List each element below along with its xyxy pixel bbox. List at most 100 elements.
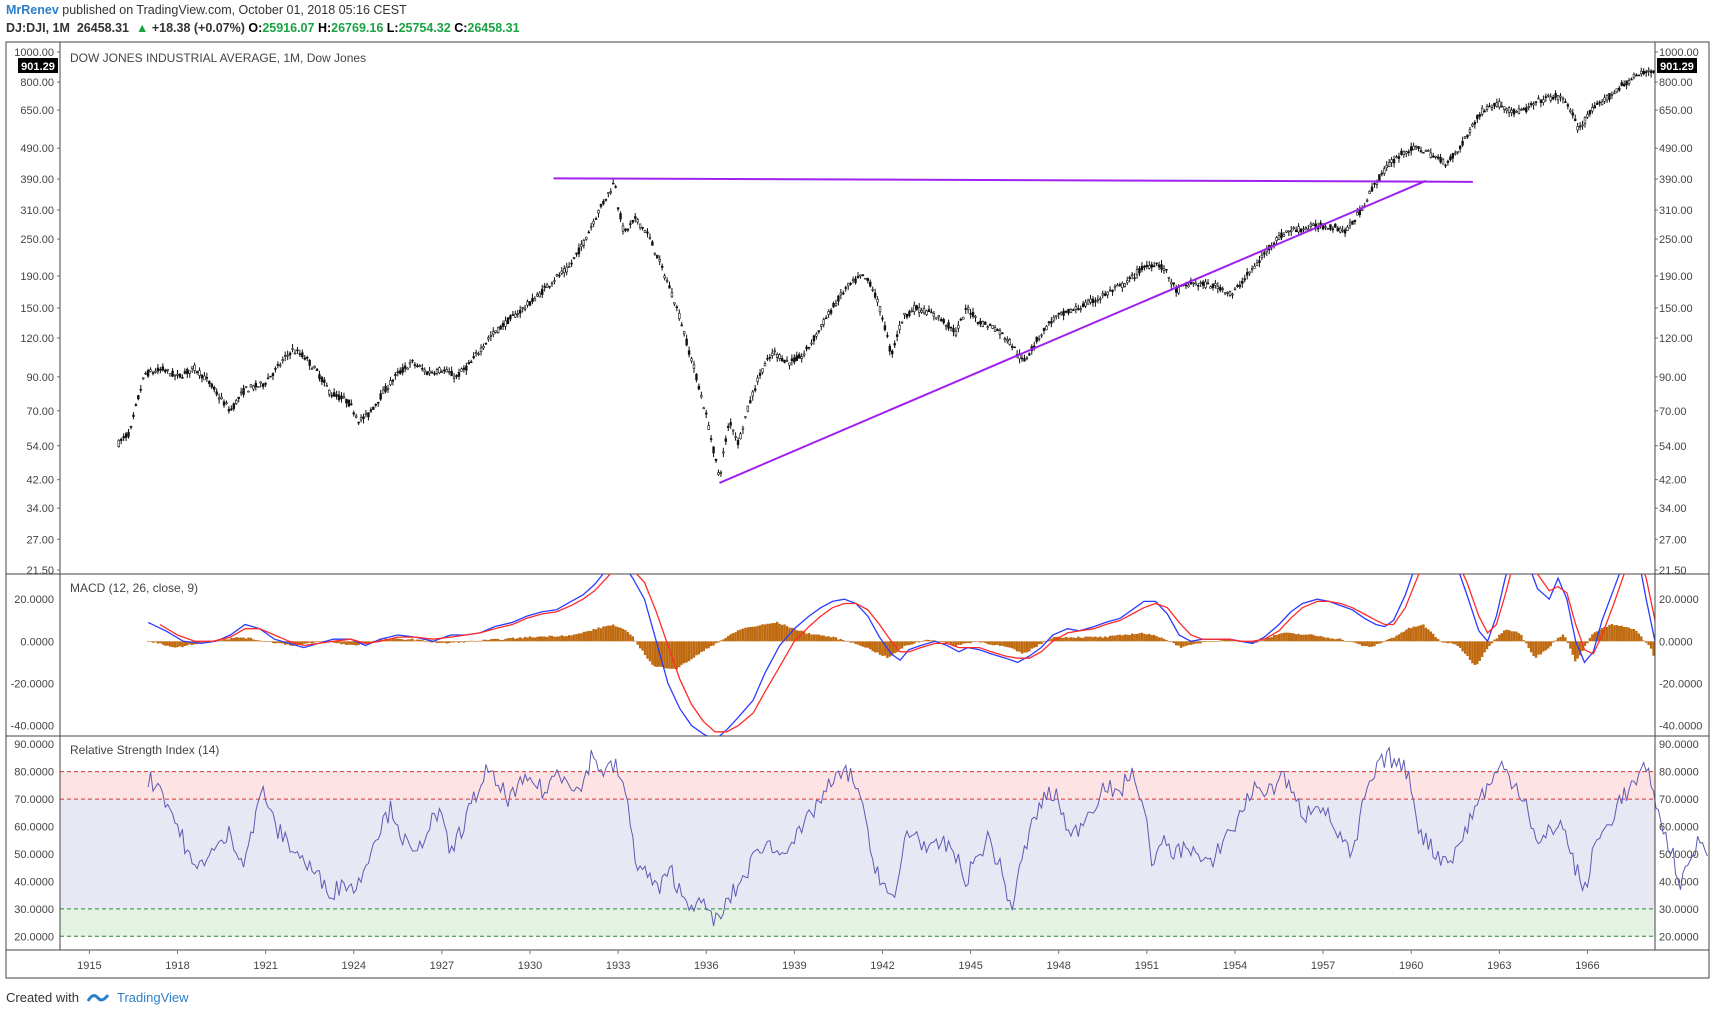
tradingview-brand[interactable]: TradingView	[116, 990, 189, 1005]
macd-histogram-bar	[274, 641, 277, 644]
candle-body	[1574, 118, 1577, 122]
macd-histogram-bar	[1432, 633, 1435, 642]
candle-body	[1652, 70, 1655, 73]
candle-body	[1392, 159, 1396, 164]
macd-histogram-bar	[1458, 641, 1462, 648]
candle-body	[1542, 99, 1545, 103]
macd-histogram-bar	[660, 641, 664, 667]
macd-histogram-bar	[1598, 629, 1601, 642]
candle-body	[746, 405, 750, 412]
candle-body	[1461, 140, 1464, 146]
candle-body	[660, 265, 664, 268]
candle-body	[563, 268, 566, 274]
macd-histogram-bar	[1444, 641, 1447, 643]
candle-body	[714, 458, 718, 461]
macd-histogram-bar	[1035, 641, 1038, 647]
macd-histogram-bar	[1260, 640, 1264, 642]
candle-body	[834, 302, 838, 306]
candle-body	[193, 364, 196, 371]
candle-body	[842, 292, 845, 295]
macd-histogram-bar	[871, 641, 874, 652]
rsi-axis-right-label: 50.0000	[1659, 849, 1699, 861]
macd-histogram-bar	[587, 630, 590, 642]
candle-body	[470, 361, 473, 364]
macd-histogram-bar	[1627, 627, 1631, 642]
time-axis-label: 1939	[782, 960, 806, 972]
macd-histogram-bar	[247, 637, 250, 642]
candle-body	[377, 401, 380, 404]
macd-histogram-bar	[565, 636, 568, 642]
macd-histogram-bar	[724, 637, 728, 642]
macd-axis-right-label: 20.0000	[1659, 594, 1699, 606]
candle-body	[428, 370, 431, 374]
macd-histogram-bar	[1150, 635, 1153, 642]
rsi-axis-left-label: 70.0000	[14, 794, 54, 806]
candle-body	[332, 392, 336, 397]
macd-histogram-bar	[988, 641, 992, 645]
candle-body	[264, 383, 267, 385]
symbol-label: DJ:DJI, 1M	[6, 21, 70, 35]
candle-body	[1150, 264, 1153, 268]
price-axis-right-label: 21.50	[1659, 565, 1687, 577]
macd-histogram-bar	[717, 641, 720, 643]
candle-body	[276, 364, 280, 366]
candle-body	[749, 400, 752, 404]
macd-histogram-bar	[736, 630, 740, 642]
macd-axis-right-label: 0.0000	[1659, 636, 1693, 648]
macd-histogram-bar	[1608, 624, 1611, 642]
price-axis-left-label: 800.00	[20, 77, 54, 89]
macd-histogram-bar	[829, 637, 833, 642]
candle-body	[944, 325, 948, 327]
candle-body	[560, 270, 564, 274]
macd-histogram-bar	[1534, 641, 1538, 658]
candle-body	[381, 389, 385, 394]
candle-body	[1138, 268, 1141, 274]
candle-body	[727, 425, 730, 428]
author-link[interactable]: MrRenev	[6, 3, 59, 17]
candle-body	[1495, 102, 1499, 107]
candle-body	[132, 414, 135, 417]
macd-histogram-bar	[1490, 641, 1494, 644]
macd-histogram-bar	[445, 641, 448, 644]
candle-body	[793, 357, 796, 363]
candle-body	[898, 324, 901, 330]
macd-histogram-bar	[1436, 638, 1440, 642]
candle-body	[869, 281, 872, 287]
macd-histogram-bar	[1057, 636, 1060, 642]
candle-body	[411, 359, 414, 362]
macd-histogram-bar	[521, 638, 524, 642]
candle-body	[1111, 289, 1114, 293]
macd-histogram-bar	[149, 641, 152, 642]
candle-body	[1598, 101, 1601, 104]
macd-histogram-bar	[1466, 641, 1469, 657]
macd-histogram-bar	[1373, 641, 1376, 647]
macd-histogram-bar	[700, 641, 703, 653]
macd-histogram-bar	[1081, 637, 1085, 642]
candle-body	[313, 365, 316, 368]
candle-body	[736, 440, 740, 445]
macd-histogram-bar	[1297, 633, 1300, 642]
candle-body	[496, 326, 500, 333]
candle-body	[156, 367, 160, 372]
macd-histogram-bar	[751, 626, 754, 642]
macd-histogram-bar	[1194, 641, 1197, 644]
time-axis-label: 1948	[1046, 960, 1070, 972]
time-axis-label: 1966	[1575, 960, 1599, 972]
macd-histogram-bar	[1380, 641, 1384, 643]
candle-body	[695, 374, 698, 381]
macd-histogram-bar	[1591, 634, 1594, 642]
macd-histogram-bar	[261, 641, 265, 642]
macd-histogram-bar	[408, 639, 412, 642]
candle-body	[215, 391, 218, 395]
candle-body	[271, 373, 275, 376]
macd-histogram-bar	[1033, 641, 1036, 648]
symbol-info: DJ:DJI, 1M 26458.31 ▲ +18.38 (+0.07%) O:…	[6, 20, 520, 36]
close-label: C:	[454, 21, 468, 35]
candle-body	[829, 309, 833, 314]
macd-histogram-bar	[1370, 641, 1374, 647]
macd-axis-left-label: 20.0000	[14, 594, 54, 606]
macd-histogram-bar	[1625, 626, 1628, 642]
macd-histogram-bar	[1613, 625, 1616, 642]
macd-histogram-bar	[396, 638, 399, 642]
